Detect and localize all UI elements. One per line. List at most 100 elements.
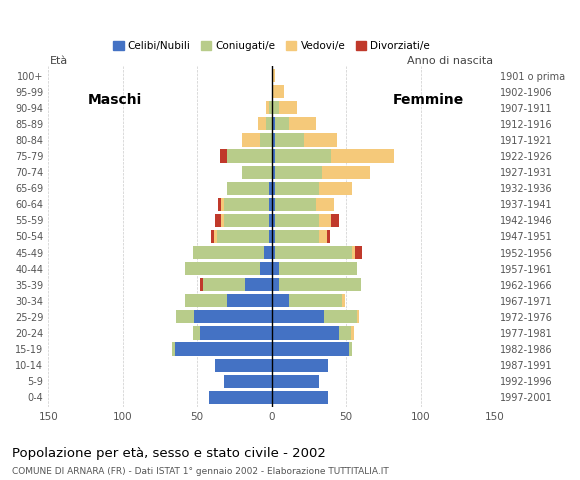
Legend: Celibi/Nubili, Coniugati/e, Vedovi/e, Divorziati/e: Celibi/Nubili, Coniugati/e, Vedovi/e, Di… [109,37,434,55]
Bar [271,101,279,114]
Bar [271,262,279,275]
Bar [271,246,274,259]
Bar [331,149,394,163]
Bar [274,117,289,131]
Bar [227,181,269,195]
Bar [221,198,224,211]
Bar [355,246,362,259]
Bar [266,101,269,114]
Bar [316,198,334,211]
Bar [269,214,271,227]
Bar [271,294,289,307]
Bar [172,342,175,356]
Bar [224,214,269,227]
Bar [271,198,274,211]
Bar [279,101,297,114]
Bar [279,278,361,291]
Bar [331,214,339,227]
Text: Anno di nascita: Anno di nascita [407,56,494,66]
Text: Popolazione per età, sesso e stato civile - 2002: Popolazione per età, sesso e stato civil… [12,447,325,460]
Bar [327,230,329,243]
Bar [271,310,324,324]
Bar [271,149,274,163]
Bar [218,198,221,211]
Bar [242,133,260,146]
Bar [319,214,331,227]
Bar [227,294,271,307]
Text: COMUNE DI ARNARA (FR) - Dati ISTAT 1° gennaio 2002 - Elaborazione TUTTITALIA.IT: COMUNE DI ARNARA (FR) - Dati ISTAT 1° ge… [12,467,389,476]
Bar [319,230,327,243]
Bar [274,230,319,243]
Text: Femmine: Femmine [393,93,463,107]
Bar [194,310,271,324]
Bar [209,391,271,404]
Bar [269,101,271,114]
Bar [352,246,355,259]
Bar [274,198,316,211]
Bar [271,69,274,82]
Bar [221,214,224,227]
Bar [193,246,264,259]
Bar [271,85,284,98]
Bar [304,133,337,146]
Bar [324,310,357,324]
Text: Maschi: Maschi [88,93,142,107]
Bar [260,262,271,275]
Bar [319,181,352,195]
Bar [260,133,271,146]
Bar [185,294,227,307]
Bar [224,374,271,388]
Bar [219,149,227,163]
Bar [185,262,260,275]
Bar [269,198,271,211]
Bar [215,214,221,227]
Bar [271,391,328,404]
Text: Età: Età [50,56,68,66]
Bar [271,326,339,339]
Bar [339,326,350,339]
Bar [227,149,271,163]
Bar [274,246,352,259]
Bar [203,278,245,291]
Bar [274,214,319,227]
Bar [274,133,304,146]
Bar [200,278,203,291]
Bar [269,181,271,195]
Bar [271,278,279,291]
Bar [271,359,328,372]
Bar [216,230,269,243]
Bar [271,230,274,243]
Bar [224,198,269,211]
Bar [342,294,345,307]
Bar [271,133,274,146]
Bar [274,166,322,179]
Bar [322,166,370,179]
Bar [176,310,194,324]
Bar [274,181,319,195]
Bar [271,214,274,227]
Bar [245,278,271,291]
Bar [289,117,316,131]
Bar [271,117,274,131]
Bar [274,149,331,163]
Bar [242,166,271,179]
Bar [271,181,274,195]
Bar [269,230,271,243]
Bar [266,117,271,131]
Bar [213,230,216,243]
Bar [279,262,357,275]
Bar [349,342,352,356]
Bar [258,117,266,131]
Bar [357,310,360,324]
Bar [200,326,271,339]
Bar [271,342,349,356]
Bar [193,326,200,339]
Bar [289,294,342,307]
Bar [350,326,354,339]
Bar [271,166,274,179]
Bar [175,342,271,356]
Bar [211,230,213,243]
Bar [271,374,319,388]
Bar [264,246,271,259]
Bar [215,359,271,372]
